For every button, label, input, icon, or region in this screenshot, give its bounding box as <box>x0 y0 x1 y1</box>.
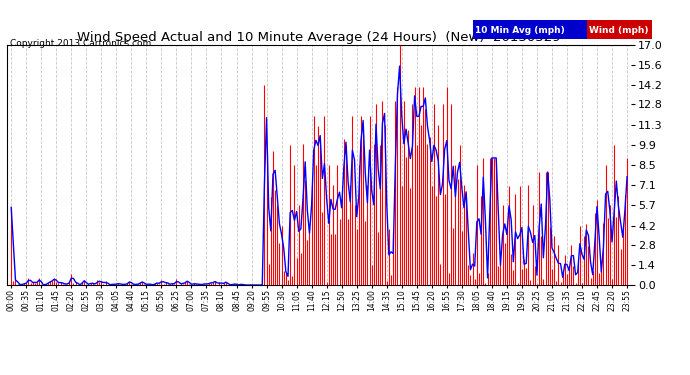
Text: Wind (mph): Wind (mph) <box>589 26 649 35</box>
Title: Wind Speed Actual and 10 Minute Average (24 Hours)  (New)  20130529: Wind Speed Actual and 10 Minute Average … <box>77 31 561 44</box>
Text: 10 Min Avg (mph): 10 Min Avg (mph) <box>475 26 565 35</box>
Text: Copyright 2013 Cartronics.com: Copyright 2013 Cartronics.com <box>10 39 152 48</box>
